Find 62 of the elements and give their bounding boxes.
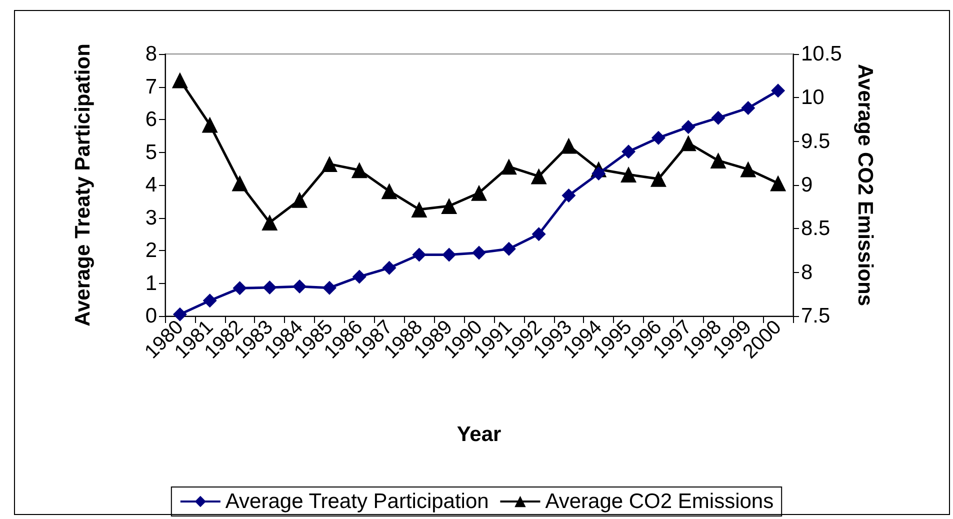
y2-axis-title: Average CO2 Emissions [853,64,876,306]
point [562,188,576,202]
point [262,280,277,295]
point [681,120,696,134]
y2-tick-label: 10.5 [801,42,842,66]
point [532,227,546,242]
point [411,201,428,218]
point [771,84,786,98]
point [292,192,308,208]
point [381,183,398,200]
y-tick-label: 5 [145,140,157,164]
point [412,248,426,262]
y-tick-label: 7 [145,75,157,98]
y2-tick-label: 7.5 [801,304,830,328]
point [382,260,396,275]
point [322,280,336,295]
point [442,248,456,262]
y-tick-label: 8 [145,42,157,66]
point [232,175,248,192]
y2-tick-label: 9.5 [801,130,830,153]
point [651,130,666,145]
point [292,280,307,294]
point [500,158,517,175]
point [262,214,278,231]
y2-tick-label: 9 [801,174,813,196]
legend-label: Average Treaty Participation [225,490,489,513]
y-tick-label: 6 [145,108,157,131]
y-tick-label: 1 [145,272,157,295]
point [711,110,726,125]
y-tick-label: 2 [145,239,157,262]
point [202,294,217,308]
point [232,281,247,296]
point [202,116,218,133]
point [172,307,187,322]
point [741,101,756,116]
point [560,138,577,154]
point [441,198,458,214]
point [502,242,516,256]
point [740,161,756,178]
legend-label: Average CO2 Emissions [545,490,774,513]
point [472,246,486,260]
point [680,135,696,152]
y2-tick-label: 10 [801,86,824,110]
y-tick-label: 4 [145,174,158,196]
point [592,166,606,181]
y2-tick-label: 8 [801,260,813,284]
point [770,175,786,192]
point [352,270,366,284]
point [471,184,487,201]
x-axis-title: Year [456,423,502,446]
point [650,170,666,187]
point [620,166,637,183]
point [530,168,547,184]
point [172,72,188,88]
point [710,152,726,169]
y2-tick-label: 8.5 [801,217,830,240]
y-tick-label: 3 [145,206,157,230]
point [622,144,636,159]
point [321,156,338,172]
y-tick-label: 0 [145,304,157,328]
point [351,162,368,178]
y-axis-title: Average Treaty Participation [72,44,94,326]
